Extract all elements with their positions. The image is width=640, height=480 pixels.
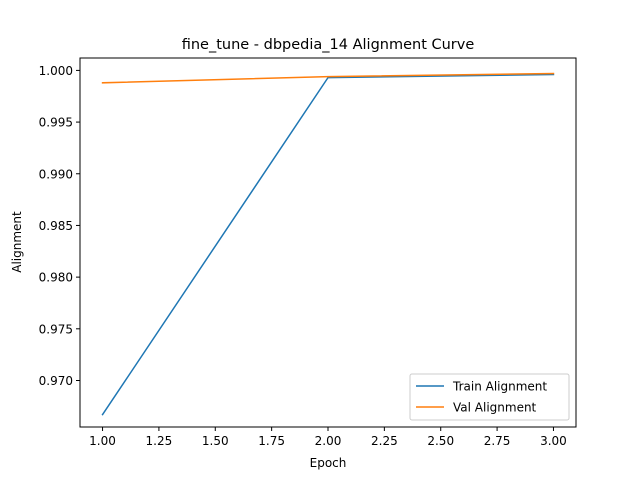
x-tick-label: 2.75 [484, 434, 511, 448]
y-tick-label: 0.985 [39, 219, 73, 233]
plot-area: 1.00 1.25 1.50 1.75 2.00 2.25 2.50 2.75 3.00 0.97… [39, 64, 567, 448]
legend-label: Val Alignment [453, 401, 537, 415]
y-tick-label: 0.980 [39, 271, 73, 285]
y-tick-label: 0.990 [39, 167, 73, 181]
legend-label: Train Alignment [452, 380, 547, 394]
legend-box [409, 373, 570, 421]
x-tick-label: 3.00 [540, 434, 567, 448]
axes-frame [79, 57, 577, 428]
y-tick-label: 0.995 [39, 116, 73, 130]
x-tick-label: 1.25 [146, 434, 173, 448]
y-axis-label: Alignment [10, 211, 24, 273]
x-tick-label: 2.00 [315, 434, 342, 448]
chart-title: fine_tune - dbpedia_14 Alignment Curve [182, 37, 475, 53]
legend: Train Alignment Val Alignment [409, 373, 570, 421]
series-line-val [101, 72, 555, 84]
x-tick-label: 1.00 [89, 434, 116, 448]
x-tick-label: 1.75 [258, 434, 285, 448]
y-tick-label: 0.975 [39, 322, 73, 336]
x-axis-label: Epoch [310, 456, 347, 470]
series-line-train [101, 73, 555, 416]
y-tick-label: 1.000 [39, 64, 73, 78]
y-tick-label: 0.970 [39, 374, 73, 388]
x-tick-label: 2.25 [371, 434, 398, 448]
x-tick-label: 1.50 [202, 434, 229, 448]
x-tick-label: 2.50 [427, 434, 454, 448]
